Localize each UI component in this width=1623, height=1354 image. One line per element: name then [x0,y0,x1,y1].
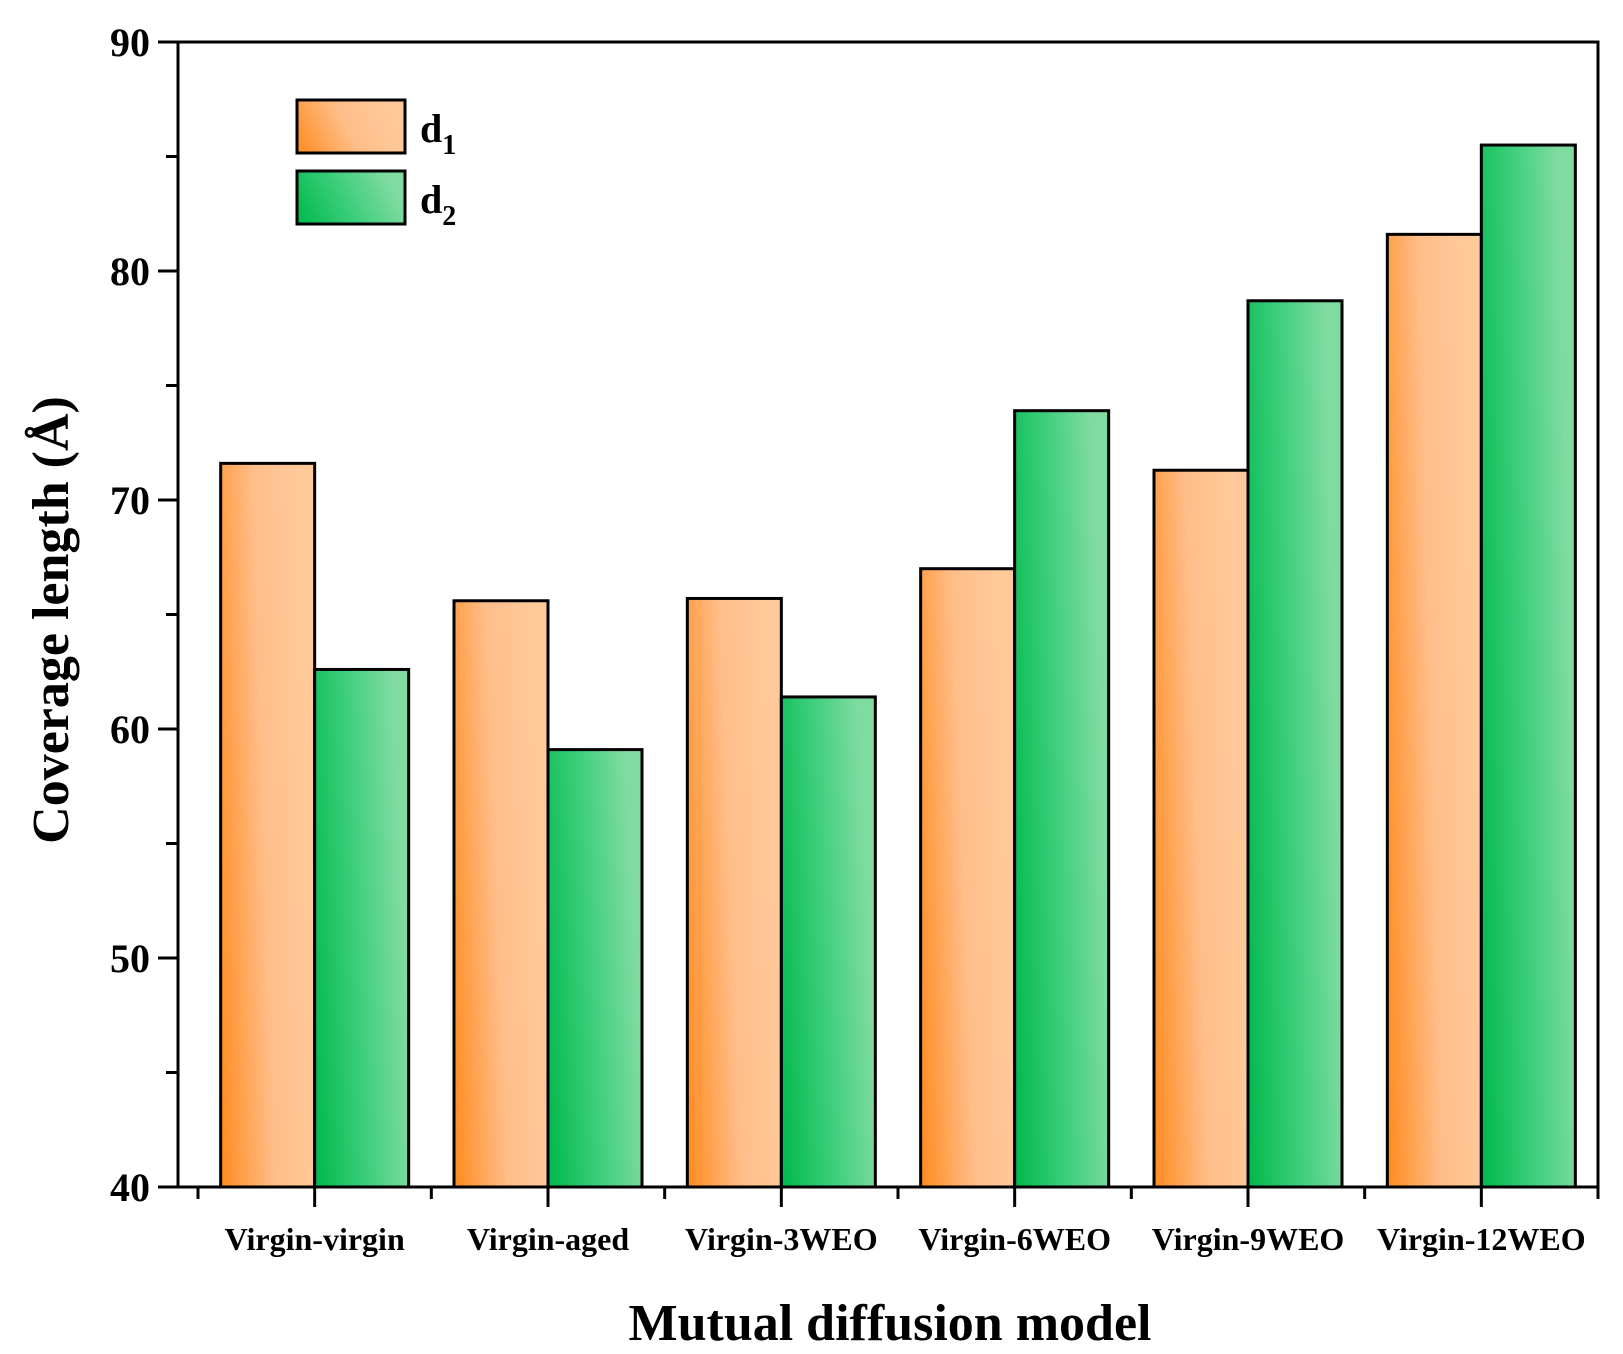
bar-d2-virgin-6weo [1013,409,1111,1189]
bar-d1-virgin-9weo [1152,468,1250,1189]
bar-d2-virgin-9weo [1246,299,1344,1189]
y-tick-label-40: 40 [110,1165,150,1210]
bar-d1-virgin-6weo [919,567,1017,1189]
legend-swatch-d1 [295,98,407,155]
bar-d1-virgin-aged [452,599,550,1189]
x-tick-label-virgin-12weo: Virgin-12WEO [1377,1221,1586,1257]
x-tick-label-virgin-aged: Virgin-aged [467,1221,630,1257]
bar-d1-virgin-12weo [1385,232,1483,1189]
bars-group [219,143,1577,1189]
legend-label-d1: d1 [420,106,456,161]
y-tick-label-90: 90 [110,20,150,65]
bar-d2-virgin-3weo [779,695,877,1189]
x-axis-title: Mutual diffusion model [629,1295,1152,1352]
bar-d2-virgin-virgin [313,667,411,1189]
labels-group: 40 50 60 70 80 90 Virgin-virgin Virgin-aged Virg… [110,20,1586,1257]
y-tick-label-70: 70 [110,478,150,523]
y-tick-label-60: 60 [110,707,150,752]
y-tick-label-50: 50 [110,936,150,981]
x-tick-label-virgin-3weo: Virgin-3WEO [685,1221,878,1257]
bar-d1-virgin-3weo [685,596,783,1189]
bar-d2-virgin-12weo [1479,143,1577,1189]
ticks-group [158,40,1600,1207]
x-tick-label-virgin-6weo: Virgin-6WEO [918,1221,1111,1257]
bar-d2-virgin-aged [546,748,644,1189]
legend-swatch-d2 [295,169,407,226]
y-tick-label-80: 80 [110,249,150,294]
x-tick-label-virgin-virgin: Virgin-virgin [225,1221,405,1257]
y-axis-title: Coverage length (Å) [23,396,80,844]
bar-d1-virgin-virgin [219,461,317,1189]
x-tick-label-virgin-9weo: Virgin-9WEO [1152,1221,1345,1257]
legend-label-d2: d2 [420,177,456,232]
legend: d1 d2 [295,98,456,232]
